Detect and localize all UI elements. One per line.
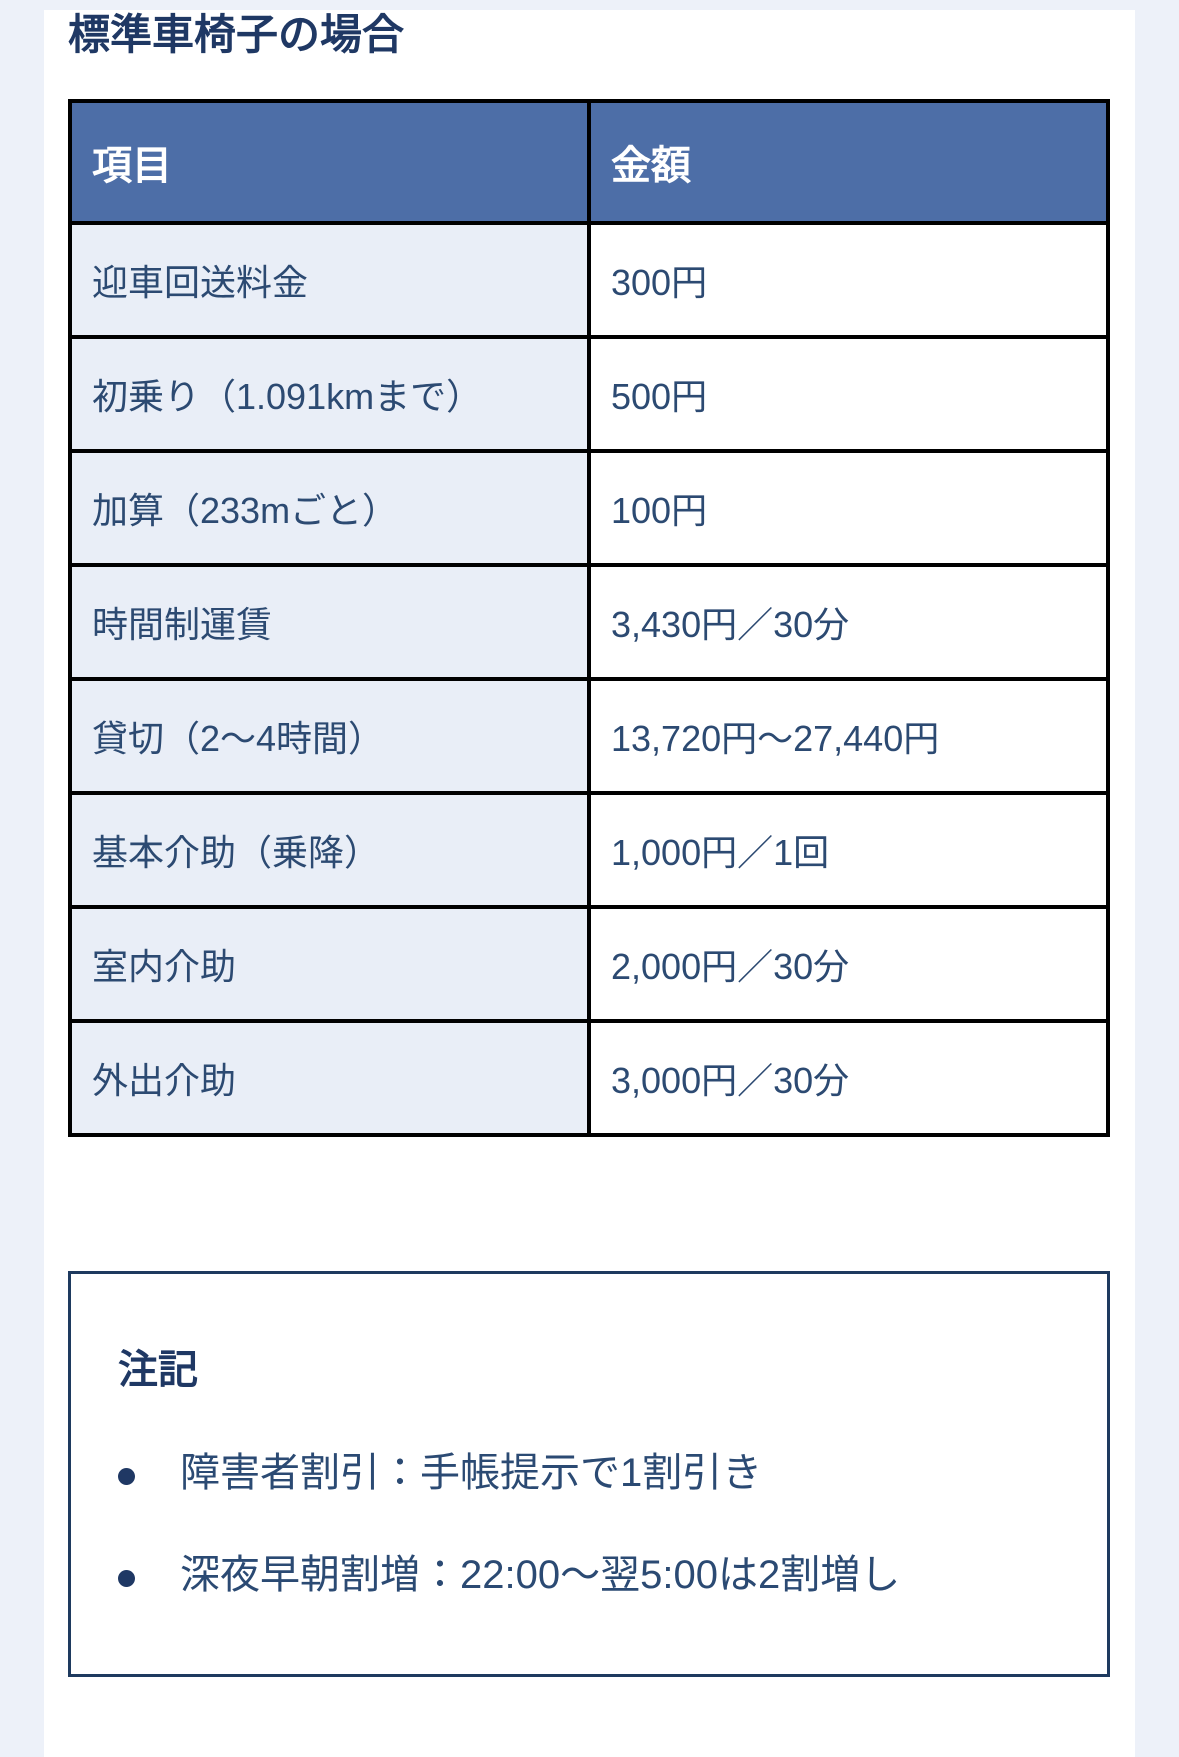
fare-amount-cell: 3,430円／30分 — [587, 562, 1110, 681]
fare-amount-cell: 300円 — [587, 220, 1110, 339]
table-row: 時間制運賃 3,430円／30分 — [68, 562, 1110, 681]
fare-table-body: 迎車回送料金 300円 初乗り（1.091kmまで） 500円 加算（233mごと） 10… — [68, 220, 1110, 1137]
table-row: 初乗り（1.091kmまで） 500円 — [68, 334, 1110, 453]
fare-item-cell: 外出介助 — [68, 1018, 591, 1137]
fare-item-cell: 基本介助（乗降） — [68, 790, 591, 909]
fare-item-cell: 室内介助 — [68, 904, 591, 1023]
notes-list: 障害者割引：手帳提示で1割引き 深夜早朝割増：22:00～翌5:00は2割増し — [118, 1444, 1057, 1604]
note-item: 深夜早朝割増：22:00～翌5:00は2割増し — [118, 1546, 1057, 1604]
table-row: 貸切（2～4時間） 13,720円～27,440円 — [68, 676, 1110, 795]
notes-box: 注記 障害者割引：手帳提示で1割引き 深夜早朝割増：22:00～翌5:00は2割増… — [68, 1270, 1110, 1677]
table-row: 基本介助（乗降） 1,000円／1回 — [68, 790, 1110, 909]
column-header-item: 項目 — [68, 98, 591, 225]
fare-item-cell: 迎車回送料金 — [68, 220, 591, 339]
table-row: 室内介助 2,000円／30分 — [68, 904, 1110, 1023]
content-area: 標準車椅子の場合 項目 金額 迎車回送料金 300円 初乗り（1.091kmまで） 5… — [44, 10, 1135, 1757]
fare-amount-cell: 100円 — [587, 448, 1110, 567]
fare-item-cell: 時間制運賃 — [68, 562, 591, 681]
fare-item-cell: 初乗り（1.091kmまで） — [68, 334, 591, 453]
table-header-row: 項目 金額 — [68, 98, 1110, 225]
fare-table: 項目 金額 迎車回送料金 300円 初乗り（1.091kmまで） 500円 加算（233… — [68, 98, 1110, 1137]
note-item: 障害者割引：手帳提示で1割引き — [118, 1444, 1057, 1502]
fare-amount-cell: 500円 — [587, 334, 1110, 453]
fare-amount-cell: 1,000円／1回 — [587, 790, 1110, 909]
fare-item-cell: 加算（233mごと） — [68, 448, 591, 567]
page-title: 標準車椅子の場合 — [68, 13, 405, 59]
notes-heading: 注記 — [118, 1346, 198, 1392]
fare-amount-cell: 3,000円／30分 — [587, 1018, 1110, 1137]
fare-item-cell: 貸切（2～4時間） — [68, 676, 591, 795]
fare-amount-cell: 13,720円～27,440円 — [587, 676, 1110, 795]
fare-amount-cell: 2,000円／30分 — [587, 904, 1110, 1023]
column-header-amount: 金額 — [587, 98, 1110, 225]
table-row: 迎車回送料金 300円 — [68, 220, 1110, 339]
table-row: 加算（233mごと） 100円 — [68, 448, 1110, 567]
table-row: 外出介助 3,000円／30分 — [68, 1018, 1110, 1137]
